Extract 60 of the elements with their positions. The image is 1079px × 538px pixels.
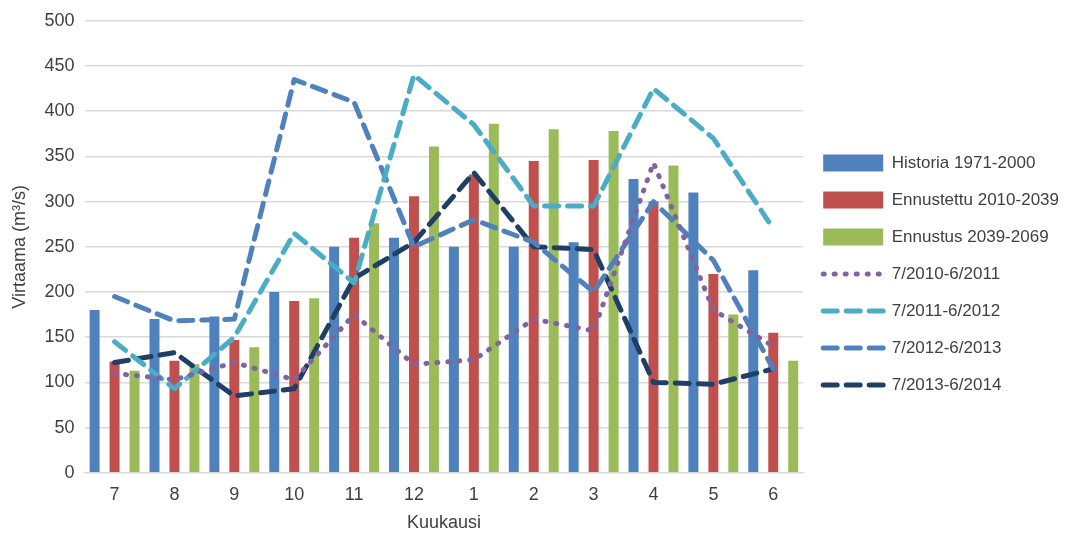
bar [488,123,499,473]
y-tick-label: 200 [44,280,75,301]
bar [588,160,599,473]
bar [788,360,799,473]
x-tick-label: 8 [169,483,180,504]
legend-label: 7/2013-6/2014 [891,374,1002,394]
legend-label: Ennustus 2039-2069 [891,226,1049,246]
bar [369,223,380,473]
y-tick-label: 350 [44,145,75,166]
x-tick-label: 12 [403,483,424,504]
bar [109,361,120,473]
y-tick-label: 250 [44,235,75,256]
y-tick-label: 400 [44,100,75,121]
x-tick-label: 9 [229,483,240,504]
x-tick-label: 3 [588,483,599,504]
y-tick-label: 100 [44,371,75,392]
x-tick-label: 11 [344,483,364,504]
x-tick-label: 5 [708,483,719,504]
x-tick-label: 4 [648,483,659,504]
bar [548,129,559,473]
y-tick-label: 150 [44,326,75,347]
x-axis-title: Kuukausi [406,512,481,533]
legend-label: Historia 1971-2000 [891,152,1036,172]
bar [269,292,280,473]
bar [508,246,519,473]
bar [229,339,240,473]
bar [349,237,360,473]
y-tick-label: 0 [64,461,75,482]
bar [129,370,140,473]
bar [89,310,100,473]
x-tick-label: 7 [109,483,120,504]
x-tick-label: 6 [768,483,779,504]
legend-label: 7/2011-6/2012 [891,300,1001,320]
bar [389,237,400,473]
y-axis-title: Virtaama (m³/s) [8,184,29,309]
y-tick-label: 500 [44,9,75,30]
legend-label: 7/2012-6/2013 [891,337,1002,357]
bar [668,165,679,473]
legend-label: 7/2010-6/2011 [891,263,1001,283]
x-tick-label: 2 [528,483,539,504]
legend-label: Ennustettu 2010-2039 [891,189,1060,209]
bar [169,360,180,473]
bar [289,301,300,473]
bar [329,246,340,473]
y-tick-label: 50 [54,416,75,437]
bar [448,246,459,473]
bar [309,298,320,473]
x-tick-label: 1 [468,483,479,504]
y-tick-label: 300 [44,190,75,211]
x-tick-label: 10 [284,483,305,504]
bar [249,347,260,473]
bar [189,364,200,473]
y-tick-label: 450 [44,54,75,75]
bar [708,273,719,473]
bar [468,174,479,473]
bar [408,196,419,473]
bar [428,146,439,473]
bar [768,332,779,473]
bar [728,314,739,473]
bar [528,160,539,473]
